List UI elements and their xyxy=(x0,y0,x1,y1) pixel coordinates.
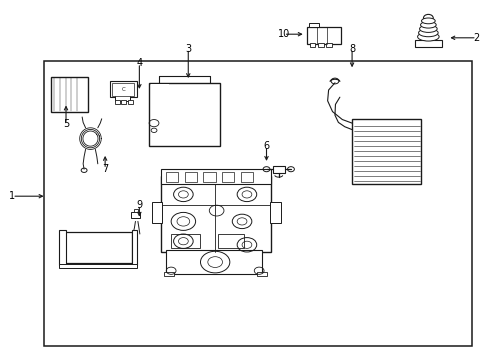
Bar xyxy=(270,202,281,223)
Bar xyxy=(121,100,126,104)
Bar xyxy=(240,172,252,182)
Bar xyxy=(171,234,200,248)
Text: 2: 2 xyxy=(473,33,479,43)
Bar xyxy=(166,250,261,274)
Ellipse shape xyxy=(418,29,437,37)
Bar xyxy=(110,81,137,97)
Ellipse shape xyxy=(417,32,438,41)
Text: C: C xyxy=(121,87,125,92)
Bar xyxy=(184,172,197,182)
Bar xyxy=(161,176,271,252)
Bar xyxy=(353,120,418,183)
Bar xyxy=(59,230,66,265)
Bar xyxy=(308,23,318,27)
Ellipse shape xyxy=(420,22,435,28)
Bar xyxy=(134,209,138,212)
Text: 3: 3 xyxy=(185,44,191,54)
Bar xyxy=(325,43,331,47)
Ellipse shape xyxy=(421,18,434,24)
Bar xyxy=(44,61,471,346)
Text: 8: 8 xyxy=(348,44,354,54)
Bar xyxy=(115,100,120,104)
Text: 10: 10 xyxy=(277,29,289,39)
Bar xyxy=(222,172,234,182)
Bar xyxy=(132,230,137,265)
Bar xyxy=(256,272,266,276)
Bar xyxy=(272,166,285,173)
Bar xyxy=(166,172,178,182)
Text: 7: 7 xyxy=(102,164,108,174)
Bar xyxy=(66,233,129,262)
Text: 9: 9 xyxy=(136,200,142,210)
Bar xyxy=(51,77,88,112)
Bar xyxy=(151,202,162,223)
Ellipse shape xyxy=(419,25,436,32)
Text: 6: 6 xyxy=(263,141,269,151)
Bar xyxy=(306,27,341,44)
Bar xyxy=(127,100,132,104)
Text: 5: 5 xyxy=(63,119,69,129)
Bar xyxy=(131,212,140,218)
Bar xyxy=(351,119,420,184)
Bar xyxy=(163,272,173,276)
Bar xyxy=(217,234,244,248)
Text: 1: 1 xyxy=(9,191,15,201)
Bar xyxy=(168,84,218,145)
Bar xyxy=(59,264,137,268)
Bar xyxy=(112,83,134,96)
Bar xyxy=(309,43,315,47)
Bar xyxy=(63,232,132,263)
Bar xyxy=(150,84,168,145)
Bar xyxy=(115,95,129,101)
Bar xyxy=(149,83,220,146)
Bar xyxy=(161,169,271,184)
Bar xyxy=(414,40,441,47)
Text: 4: 4 xyxy=(136,58,142,68)
Bar xyxy=(317,43,323,47)
Bar xyxy=(203,172,215,182)
